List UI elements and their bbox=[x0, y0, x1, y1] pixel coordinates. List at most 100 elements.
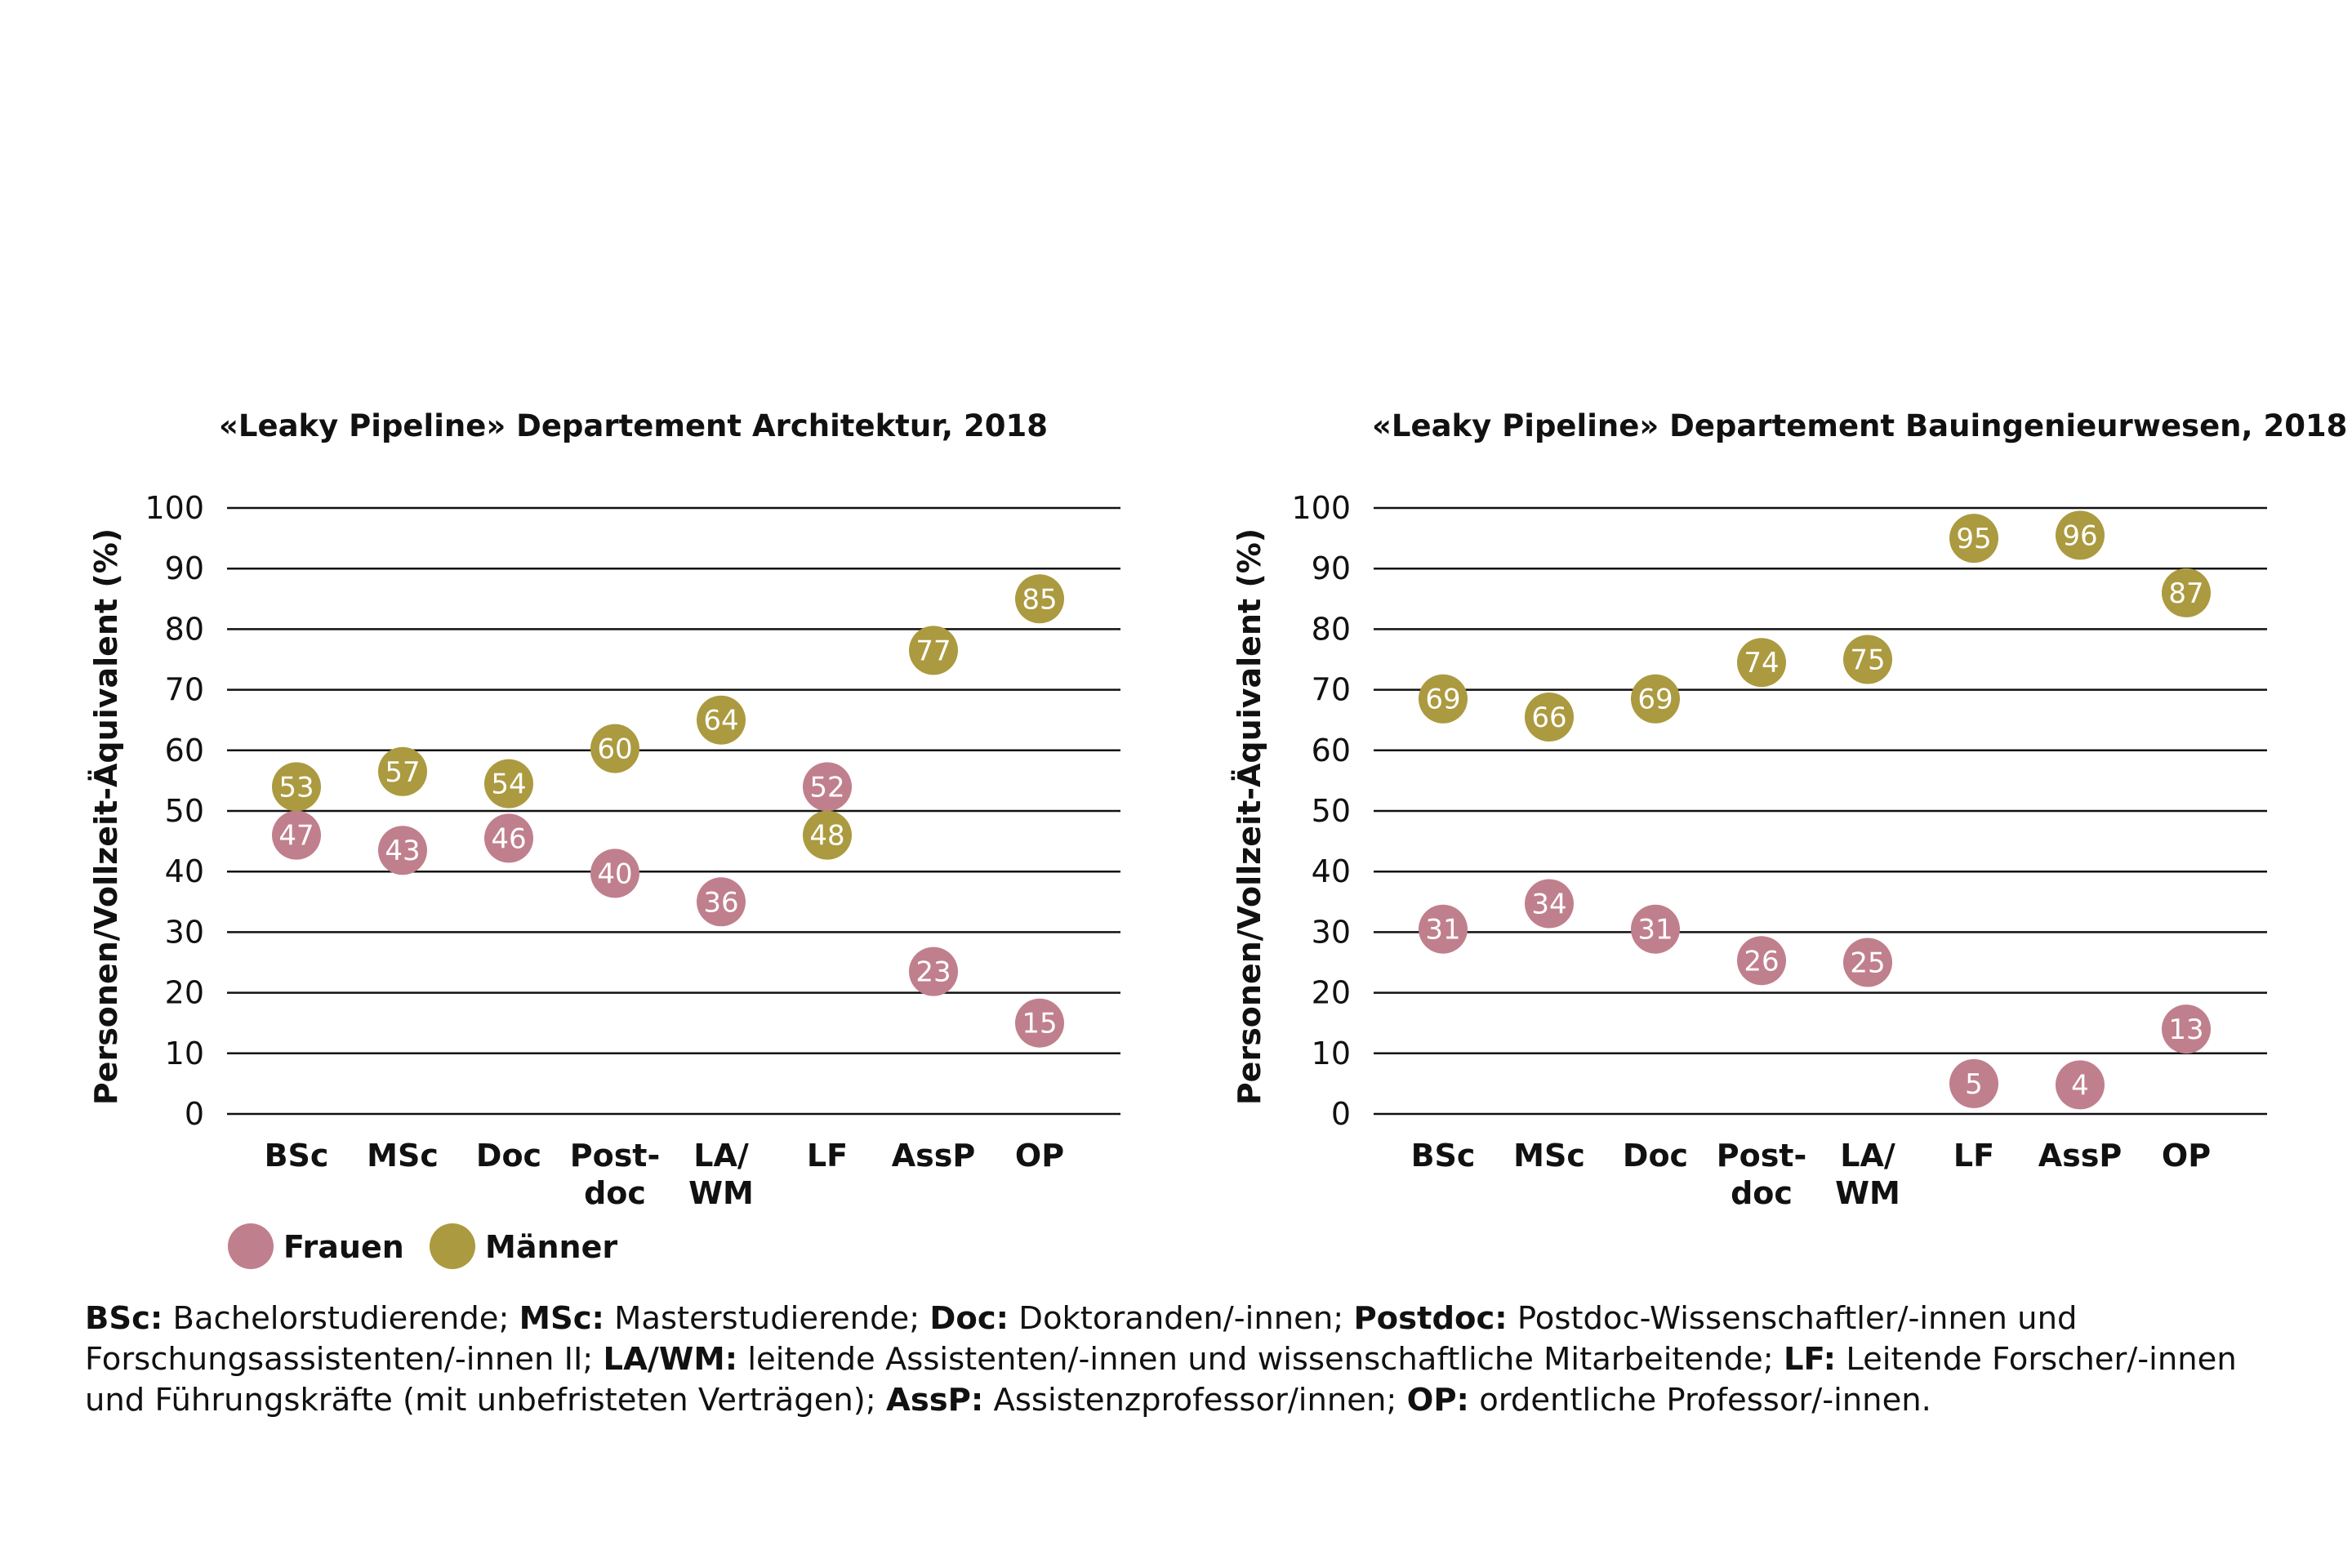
footnote-term: BSc: bbox=[85, 1300, 163, 1337]
x-tick-label: doc bbox=[1731, 1175, 1793, 1211]
footnote-term: LA/WM: bbox=[603, 1341, 738, 1378]
y-tick-label: 10 bbox=[165, 1036, 204, 1071]
y-tick-label: 60 bbox=[165, 733, 204, 768]
x-tick-label: AssP bbox=[892, 1138, 976, 1174]
data-label: 25 bbox=[1850, 947, 1885, 980]
y-tick-label: 50 bbox=[1312, 793, 1351, 829]
y-tick-label: 90 bbox=[1312, 550, 1351, 586]
data-label: 15 bbox=[1022, 1008, 1057, 1040]
data-label: 26 bbox=[1744, 945, 1779, 978]
footnote: BSc: Bachelorstudierende; MSc: Masterstu… bbox=[85, 1298, 2306, 1421]
legend-label-frauen: Frauen bbox=[283, 1229, 404, 1265]
x-tick-label: LA/ bbox=[1840, 1138, 1895, 1174]
footnote-text: ordentliche Professor/-innen. bbox=[1468, 1382, 1931, 1419]
point-frauen bbox=[1419, 904, 1468, 954]
data-label: 4 bbox=[2071, 1069, 2089, 1102]
point-frauen bbox=[909, 947, 958, 996]
x-tick-label: BSc bbox=[1411, 1138, 1476, 1174]
x-tick-label: OP bbox=[2162, 1138, 2211, 1174]
point-maenner bbox=[1843, 635, 1892, 684]
chart-1: «Leaky Pipeline» Departement Architektur… bbox=[88, 408, 1120, 1211]
data-label: 74 bbox=[1744, 647, 1779, 679]
x-tick-label: MSc bbox=[1513, 1138, 1585, 1174]
data-label: 31 bbox=[1637, 914, 1673, 947]
x-tick-label: Post- bbox=[1717, 1138, 1807, 1174]
legend-marker-maenner bbox=[430, 1223, 475, 1269]
y-tick-label: 20 bbox=[1312, 975, 1351, 1011]
y-tick-label: 80 bbox=[165, 611, 204, 647]
data-label: 96 bbox=[2062, 519, 2097, 552]
point-maenner bbox=[2162, 568, 2211, 617]
y-tick-label: 40 bbox=[165, 853, 204, 889]
x-tick-label: AssP bbox=[2038, 1138, 2123, 1174]
data-label: 95 bbox=[1956, 523, 1991, 555]
point-maenner bbox=[909, 626, 958, 675]
point-maenner bbox=[1525, 692, 1574, 742]
data-label: 48 bbox=[809, 820, 844, 853]
y-tick-label: 0 bbox=[1331, 1096, 1351, 1132]
chart-title: «Leaky Pipeline» Departement Architektur… bbox=[219, 408, 1048, 443]
point-frauen bbox=[272, 810, 321, 860]
point-frauen bbox=[697, 877, 746, 927]
data-label: 13 bbox=[2168, 1013, 2203, 1046]
point-frauen bbox=[803, 762, 852, 812]
data-label: 23 bbox=[915, 956, 951, 989]
y-tick-label: 70 bbox=[1312, 672, 1351, 708]
y-tick-label: 90 bbox=[165, 550, 204, 586]
point-maenner bbox=[2056, 510, 2105, 560]
y-tick-label: 100 bbox=[145, 490, 204, 526]
point-maenner bbox=[1737, 638, 1786, 688]
point-frauen bbox=[1737, 936, 1786, 986]
x-tick-label: LF bbox=[807, 1138, 848, 1174]
point-frauen bbox=[1015, 998, 1064, 1048]
y-tick-label: 0 bbox=[185, 1096, 204, 1132]
x-tick-label: MSc bbox=[367, 1138, 439, 1174]
data-label: 75 bbox=[1850, 644, 1885, 677]
point-maenner bbox=[1949, 514, 1998, 564]
footnote-text: Leitende Forscher/-innen und Führungskrä… bbox=[85, 1341, 2237, 1419]
data-label: 5 bbox=[1965, 1068, 1983, 1101]
data-label: 64 bbox=[703, 705, 738, 737]
data-label: 54 bbox=[491, 768, 526, 801]
data-label: 52 bbox=[809, 771, 844, 804]
chart-title: «Leaky Pipeline» Departement Bauingenieu… bbox=[1372, 408, 2347, 443]
footnote-term: Postdoc: bbox=[1353, 1300, 1508, 1337]
legend: Frauen Männer bbox=[228, 1223, 617, 1269]
data-label: 40 bbox=[597, 858, 632, 890]
x-tick-label: BSc bbox=[265, 1138, 329, 1174]
point-frauen bbox=[1525, 879, 1574, 929]
data-label: 57 bbox=[385, 756, 420, 789]
point-maenner bbox=[697, 695, 746, 745]
point-frauen bbox=[590, 849, 639, 898]
x-tick-label: LF bbox=[1953, 1138, 1994, 1174]
footnote-term: MSc: bbox=[519, 1300, 604, 1337]
data-label: 87 bbox=[2168, 577, 2203, 610]
data-label: 36 bbox=[703, 886, 738, 919]
footnote-term: LF: bbox=[1783, 1341, 1837, 1378]
legend-label-maenner: Männer bbox=[485, 1229, 617, 1265]
point-frauen bbox=[2056, 1060, 2105, 1110]
data-label: 46 bbox=[491, 822, 526, 855]
y-tick-label: 60 bbox=[1312, 733, 1351, 768]
y-tick-label: 30 bbox=[165, 914, 204, 950]
footnote-term: AssP: bbox=[886, 1382, 984, 1419]
point-maenner bbox=[803, 810, 852, 860]
x-tick-label: Doc bbox=[1623, 1138, 1688, 1174]
footnote-term: OP: bbox=[1406, 1382, 1469, 1419]
footnote-text: Assistenzprofessor/innen; bbox=[983, 1382, 1407, 1419]
point-frauen bbox=[1949, 1058, 1998, 1108]
y-tick-label: 40 bbox=[1312, 853, 1351, 889]
point-maenner bbox=[272, 762, 321, 812]
data-label: 77 bbox=[915, 635, 951, 667]
point-maenner bbox=[1631, 674, 1680, 724]
footnote-text: Postdoc-Wissenschaftler/-innen und Forsc… bbox=[85, 1300, 2078, 1378]
data-label: 47 bbox=[278, 820, 314, 853]
data-label: 53 bbox=[278, 771, 314, 804]
x-tick-label: OP bbox=[1015, 1138, 1064, 1174]
point-frauen bbox=[1843, 938, 1892, 987]
data-label: 31 bbox=[1425, 914, 1460, 947]
point-maenner bbox=[1419, 674, 1468, 724]
x-tick-label: Doc bbox=[476, 1138, 541, 1174]
footnote-text: Masterstudierende; bbox=[604, 1300, 930, 1337]
